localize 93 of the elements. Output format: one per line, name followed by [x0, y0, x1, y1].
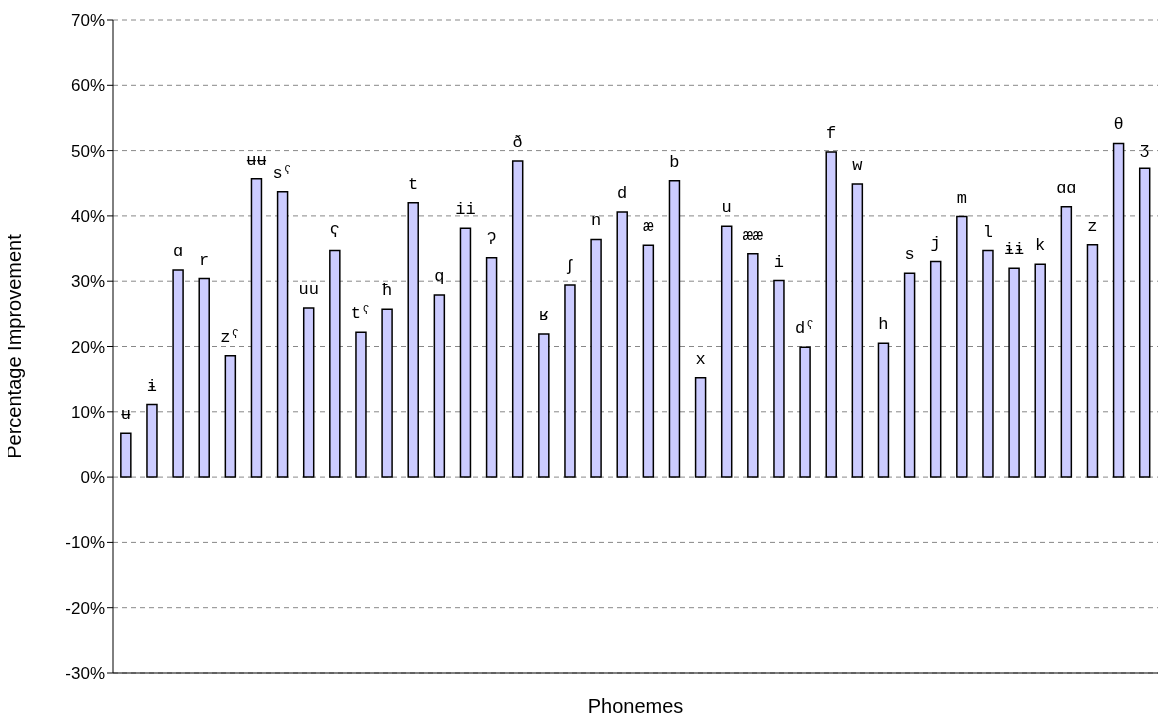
x-tick-label: k: [1035, 236, 1046, 256]
bar: [668, 179, 681, 478]
x-tick-label: ʉʉ: [246, 150, 267, 170]
x-tick-label: ɨ: [146, 376, 158, 396]
y-tick-label: 50%: [70, 141, 105, 161]
bar: [329, 249, 341, 478]
x-tick-label: æ: [643, 217, 655, 237]
bar: [590, 238, 602, 478]
x-tick-label: ii: [455, 200, 476, 220]
bar: [616, 211, 628, 478]
bar: [564, 284, 576, 478]
bar: [538, 333, 550, 478]
bar: [302, 307, 315, 478]
bar: [773, 279, 785, 478]
x-tick-label: z: [1087, 216, 1098, 236]
bar: [956, 215, 968, 478]
bar: [929, 260, 942, 478]
x-tick-label: t: [408, 174, 419, 194]
y-tick-label: 10%: [70, 402, 105, 422]
x-tick-label: b: [669, 152, 680, 172]
x-tick-label: ħ: [381, 281, 393, 301]
y-tick-label: -30%: [65, 664, 105, 684]
bar: [485, 256, 498, 478]
x-tick-label: ʒ: [1139, 140, 1150, 160]
y-tick-label: -20%: [65, 598, 105, 618]
x-tick-label: u: [721, 198, 732, 218]
bar: [720, 225, 733, 478]
bar: [747, 253, 759, 478]
x-tick-label: sˤ: [272, 163, 293, 183]
x-tick-label: ʃ: [564, 257, 576, 277]
x-tick-label: ʕ: [329, 222, 340, 242]
bar: [903, 272, 916, 478]
bar: [407, 202, 419, 478]
y-tick-label: 40%: [70, 206, 105, 226]
bar: [1138, 167, 1151, 478]
x-tick-label: m: [956, 188, 967, 208]
x-tick-label: ææ: [742, 225, 764, 245]
x-tick-label: h: [878, 315, 889, 335]
x-tick-label: ɨɨ: [1003, 240, 1025, 260]
x-tick-label: f: [826, 123, 837, 143]
bar: [799, 346, 811, 478]
bar: [276, 190, 289, 478]
bar: [224, 354, 237, 478]
bar: [1060, 206, 1073, 478]
bar: [1112, 142, 1125, 478]
x-tick-label: ʁ: [538, 306, 549, 326]
x-tick-label: s: [904, 245, 915, 265]
bar: [120, 432, 132, 478]
x-axis-title: Phonemes: [587, 695, 684, 717]
y-tick-label: 30%: [70, 272, 105, 292]
x-tick-label: l: [982, 222, 994, 242]
bar: [250, 177, 263, 478]
x-tick-label: ʔ: [486, 229, 497, 249]
x-tick-label: zˤ: [220, 327, 241, 347]
bar: [459, 227, 472, 478]
x-tick-label: w: [852, 155, 864, 175]
x-tick-label: r: [199, 250, 210, 270]
x-tick-label: ɑ: [172, 242, 184, 262]
bar: [511, 160, 524, 478]
x-tick-label: d: [617, 183, 628, 203]
bar: [172, 269, 184, 478]
bar: [825, 151, 837, 478]
x-tick-label: n: [590, 211, 602, 231]
x-tick-label: ð: [512, 133, 523, 153]
bar: [642, 244, 655, 478]
bar: [146, 403, 158, 478]
bar: [851, 183, 864, 478]
bar: [355, 331, 367, 478]
x-tick-label: tˤ: [350, 304, 372, 324]
x-tick-label: j: [930, 233, 941, 253]
bar: [982, 249, 994, 478]
y-tick-label: 20%: [70, 337, 105, 357]
bar: [1034, 263, 1046, 478]
bar: [694, 377, 707, 478]
x-tick-label: i: [773, 252, 785, 272]
bar: [433, 294, 446, 478]
bar: [1008, 267, 1020, 478]
bar: [381, 308, 393, 478]
bar: [1086, 243, 1099, 478]
x-tick-label: θ: [1113, 115, 1124, 135]
x-tick-label: q: [434, 266, 445, 286]
x-tick-label: uu: [298, 279, 319, 299]
y-tick-label: -10%: [65, 533, 105, 553]
y-tick-label: 70%: [70, 11, 105, 31]
x-tick-label: ɑɑ: [1056, 178, 1077, 198]
x-tick-label: dˤ: [794, 319, 816, 339]
x-tick-label: ʉ: [120, 405, 131, 425]
x-tick-label: x: [695, 349, 706, 369]
y-tick-label: 60%: [70, 76, 105, 96]
y-tick-label: 0%: [80, 468, 105, 488]
bar: [877, 342, 890, 478]
y-axis-title: Percentage Improvement: [3, 233, 26, 459]
bar: [198, 277, 210, 478]
